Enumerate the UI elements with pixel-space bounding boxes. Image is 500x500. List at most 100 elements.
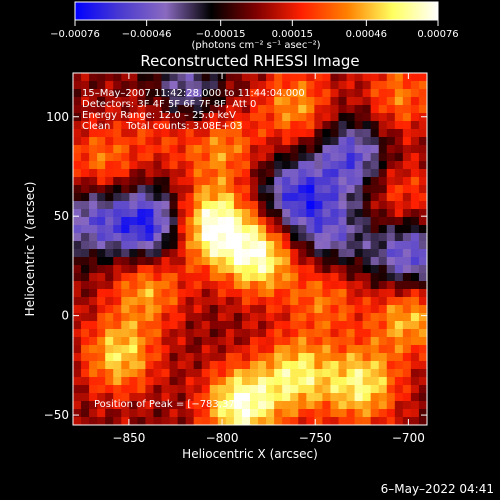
colorbar-unit-label: (photons cm⁻² s⁻¹ asec⁻²): [191, 40, 320, 51]
heatmap-cell: [418, 257, 427, 266]
heatmap-cell: [418, 241, 427, 250]
heatmap-cell: [290, 225, 299, 234]
heatmap-cell: [314, 217, 324, 226]
heatmap-cell: [306, 377, 315, 386]
heatmap-cell: [306, 337, 315, 346]
heatmap-cell: [113, 193, 122, 202]
heatmap-cell: [177, 241, 187, 250]
heatmap-cell: [394, 153, 404, 162]
heatmap-cell: [386, 185, 396, 194]
heatmap-cell: [105, 401, 114, 410]
heatmap-cell: [241, 289, 251, 298]
heatmap-cell: [89, 169, 98, 178]
heatmap-cell: [161, 185, 171, 194]
heatmap-cell: [217, 289, 227, 298]
heatmap-cell: [113, 185, 122, 194]
heatmap-cell: [346, 393, 356, 402]
heatmap-cell: [354, 137, 364, 146]
heatmap-cell: [402, 281, 412, 290]
heatmap-cell: [386, 97, 396, 106]
heatmap-cell: [354, 89, 364, 98]
heatmap-cell: [410, 273, 420, 282]
heatmap-cell: [370, 225, 380, 234]
heatmap-cell: [354, 233, 364, 242]
heatmap-cell: [370, 193, 380, 202]
heatmap-cell: [354, 105, 364, 114]
heatmap-cell: [354, 161, 364, 170]
heatmap-cell: [282, 393, 291, 402]
heatmap-cell: [250, 137, 259, 146]
heatmap-cell: [145, 185, 155, 194]
heatmap-cell: [258, 281, 267, 290]
heatmap-cell: [306, 153, 315, 162]
heatmap-cell: [137, 297, 147, 306]
heatmap-cell: [97, 89, 106, 98]
heatmap-cell: [410, 409, 420, 418]
heatmap-cell: [137, 337, 147, 346]
heatmap-cell: [137, 249, 147, 258]
heatmap-cell: [258, 201, 267, 210]
heatmap-cell: [330, 97, 340, 106]
heatmap-cell: [370, 121, 380, 130]
heatmap-cell: [386, 393, 396, 402]
heatmap-cell: [177, 113, 187, 122]
heatmap-cell: [314, 97, 324, 106]
heatmap-cell: [161, 217, 171, 226]
heatmap-cell: [282, 89, 291, 98]
heatmap-cell: [266, 321, 275, 330]
heatmap-cell: [322, 329, 332, 338]
heatmap-cell: [274, 161, 283, 170]
heatmap-cell: [153, 73, 163, 82]
heatmap-cell: [105, 369, 114, 378]
heatmap-cell: [378, 385, 388, 394]
heatmap-cell: [129, 329, 138, 338]
heatmap-cell: [378, 409, 388, 418]
heatmap-cell: [338, 369, 348, 378]
heatmap-cell: [370, 329, 380, 338]
heatmap-cell: [153, 177, 163, 186]
heatmap-cell: [298, 369, 307, 378]
heatmap-cell: [394, 129, 404, 138]
heatmap-cell: [282, 377, 291, 386]
heatmap-cell: [185, 385, 195, 394]
heatmap-cell: [193, 329, 203, 338]
heatmap-cell: [418, 329, 427, 338]
heatmap-cell: [97, 185, 106, 194]
heatmap-cell: [97, 193, 106, 202]
heatmap-cell: [209, 105, 219, 114]
heatmap-cell: [81, 393, 90, 402]
heatmap-cell: [169, 321, 179, 330]
heatmap-cell: [89, 105, 98, 114]
heatmap-cell: [145, 161, 155, 170]
heatmap-cell: [306, 321, 315, 330]
heatmap-cell: [298, 97, 307, 106]
heatmap-cell: [378, 169, 388, 178]
heatmap-cell: [346, 169, 356, 178]
heatmap-cell: [97, 241, 106, 250]
heatmap-cell: [290, 209, 299, 218]
heatmap-cell: [338, 121, 348, 130]
heatmap-cell: [386, 89, 396, 98]
heatmap-cell: [193, 209, 203, 218]
heatmap-cell: [241, 145, 251, 154]
heatmap-cell: [161, 305, 171, 314]
heatmap-cell: [73, 137, 82, 146]
heatmap-cell: [330, 177, 340, 186]
heatmap-cell: [418, 121, 427, 130]
heatmap-cell: [177, 289, 187, 298]
heatmap-cell: [89, 313, 98, 322]
heatmap-cell: [298, 353, 307, 362]
heatmap-cell: [185, 265, 195, 274]
heatmap-cell: [73, 73, 82, 82]
heatmap-cell: [354, 417, 364, 425]
heatmap-cell: [233, 385, 243, 394]
heatmap-cell: [330, 313, 340, 322]
heatmap-cell: [201, 145, 211, 154]
heatmap-cell: [209, 169, 219, 178]
heatmap-cell: [298, 305, 307, 314]
heatmap-cell: [306, 161, 315, 170]
heatmap-cell: [370, 129, 380, 138]
heatmap-cell: [121, 113, 130, 122]
heatmap-cell: [153, 121, 163, 130]
heatmap-cell: [386, 297, 396, 306]
